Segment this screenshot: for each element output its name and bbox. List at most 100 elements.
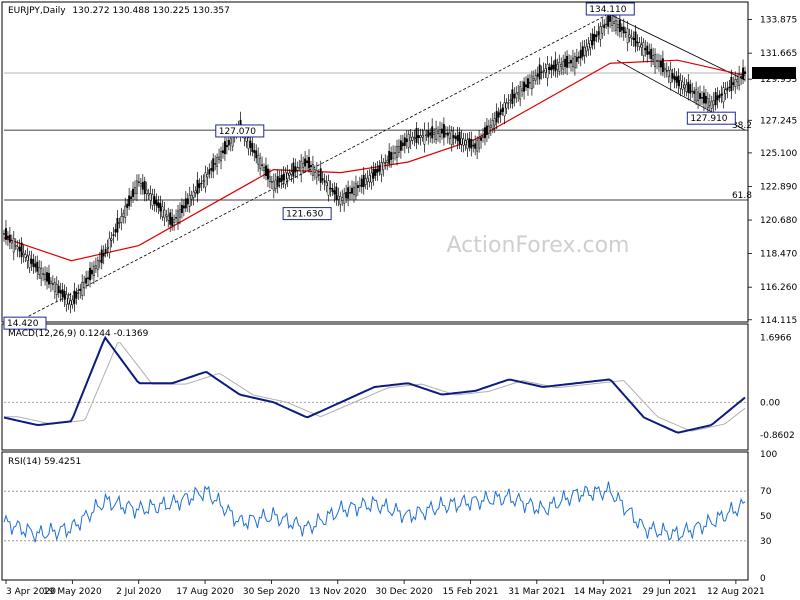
candle-body [716,95,719,101]
price-layer: 38.2 61.8 134.110 127.070 127.910 121.630 14.4… [3,2,752,330]
candle-body [644,48,647,51]
candle-body [306,160,308,164]
candle-body [634,31,637,47]
candle-body [452,134,455,139]
macd-line [3,335,746,434]
candle-body [177,210,179,223]
candle-body [122,213,125,217]
candle-body [30,258,33,264]
candle-body [677,75,680,87]
candle-body [441,128,443,134]
candle-body [116,217,119,233]
macd-title: MACD(12,26,9) 0.1244 -0.1369 [8,329,149,339]
annotation-text-3: 121.630 [286,210,323,220]
candle-body [266,168,269,180]
candle-body [75,291,78,299]
candle-body [55,284,58,295]
candle-body [276,176,279,186]
candle-body [353,186,355,195]
candle-body [46,272,48,282]
x-tick-3: 17 Aug 2020 [176,587,234,597]
candle-body [163,209,166,219]
candle-body [403,137,406,146]
candle-body [347,187,350,199]
candle-body [40,267,43,279]
candle-body [722,87,725,103]
candle-body [73,290,76,304]
candle-body [249,140,252,148]
candle-body [464,140,467,146]
price-y-tick-8: 116.260 [760,283,797,293]
candle-body [450,130,453,145]
candle-body [491,120,494,130]
candle-body [478,138,481,149]
rsi-line [3,481,746,543]
candle-body [356,185,359,188]
candle-body [693,90,696,94]
candle-body [362,174,365,187]
candle-body [413,137,416,139]
candle-body [77,292,80,294]
candle-body [325,182,328,186]
candle-body [6,235,9,239]
candle-body [173,219,176,223]
candle-body [327,180,330,196]
candle-body [284,171,287,185]
candle-body [317,174,320,176]
candle-body [225,145,228,148]
candle-body [577,56,580,59]
candle-body [112,234,115,236]
candle-body [310,164,312,168]
price-y-tick-9: 114.115 [760,316,797,326]
candle-body [560,63,563,67]
candle-body [202,180,205,182]
candle-body [554,59,557,72]
x-tick-0: 3 Apr 2020 [6,587,56,597]
candle-body [679,80,682,89]
candle-body [525,84,527,88]
candle-body [571,57,574,67]
rsi-y-tick-4: 0 [760,574,766,584]
candle-body [366,177,369,182]
candle-body [89,267,91,281]
candle-body [540,71,543,73]
candle-body [216,157,219,167]
candle-body [691,90,694,93]
candle-body [632,37,635,40]
candle-body [53,282,56,293]
candle-body [79,288,82,291]
annotation-text-1: 127.070 [219,127,256,137]
candle-body [63,290,66,300]
candle-body [562,61,565,70]
x-tick-11: 12 Aug 2021 [707,587,765,597]
candle-body [616,24,619,29]
candle-body [10,240,13,244]
candle-body [609,15,612,22]
candle-body [665,70,668,72]
candle-body [736,79,739,82]
candle-body [59,290,62,294]
candle-body [611,17,614,26]
candle-body [570,59,572,64]
candle-body [437,131,439,135]
candle-body [392,152,395,159]
x-tick-1: 19 May 2020 [43,587,102,597]
last-price-box [752,67,796,80]
candle-body [51,283,54,285]
candle-body [667,69,670,78]
rsi-panel-frame [1,451,749,581]
candle-body [429,132,432,136]
candle-body [396,146,398,158]
candle-body [626,28,629,44]
candle-body [706,98,709,109]
candle-body [186,198,189,205]
candle-body [564,58,567,67]
candle-body [618,19,621,32]
candle-body [544,68,547,73]
candle-body [253,150,256,154]
candle-body [601,26,604,34]
candle-body [24,254,27,258]
candle-body [390,152,393,160]
candle-body [591,33,594,46]
